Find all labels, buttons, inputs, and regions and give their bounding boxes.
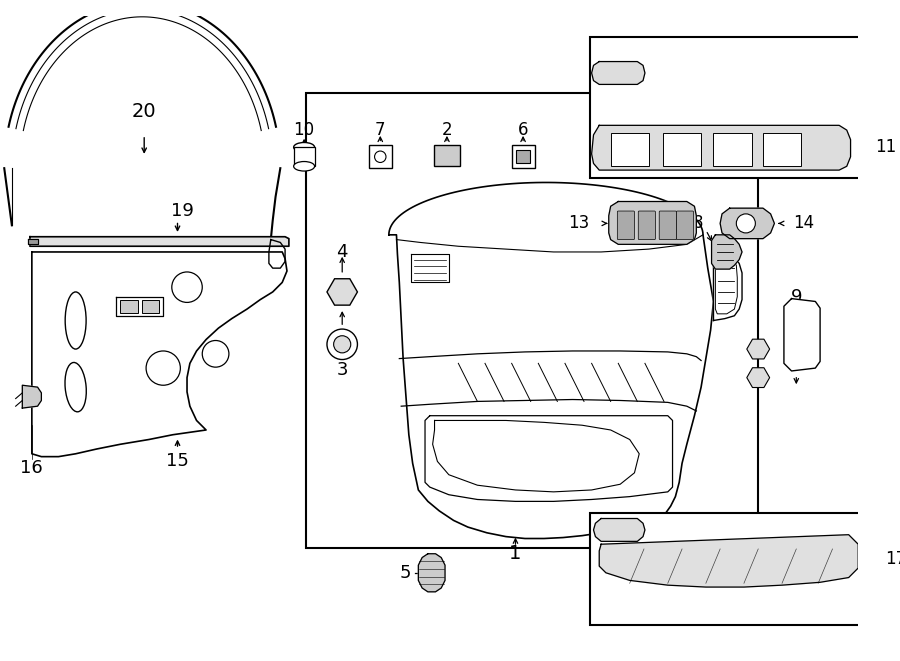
Bar — [590, 513, 893, 625]
Polygon shape — [599, 535, 859, 587]
FancyBboxPatch shape — [512, 145, 535, 168]
FancyBboxPatch shape — [659, 211, 676, 239]
Circle shape — [202, 340, 229, 367]
Text: 8: 8 — [693, 214, 704, 233]
FancyBboxPatch shape — [611, 133, 649, 167]
FancyBboxPatch shape — [676, 211, 694, 239]
Text: 20: 20 — [132, 102, 157, 120]
Polygon shape — [714, 252, 742, 321]
FancyBboxPatch shape — [617, 211, 634, 239]
Polygon shape — [784, 299, 820, 371]
FancyBboxPatch shape — [638, 211, 655, 239]
Text: 12: 12 — [672, 64, 694, 82]
Text: 6: 6 — [518, 121, 528, 139]
Text: 1: 1 — [509, 544, 522, 563]
Text: 13: 13 — [569, 214, 590, 233]
Text: 15: 15 — [166, 452, 189, 471]
Text: 2: 2 — [442, 121, 452, 139]
Text: 17: 17 — [885, 549, 900, 568]
Text: 4: 4 — [337, 243, 348, 261]
Polygon shape — [389, 182, 714, 539]
Text: 10: 10 — [293, 121, 315, 139]
Ellipse shape — [293, 161, 315, 171]
Polygon shape — [30, 237, 289, 247]
Text: 7: 7 — [375, 121, 385, 139]
FancyBboxPatch shape — [142, 299, 159, 313]
Circle shape — [374, 151, 386, 163]
Polygon shape — [712, 235, 742, 269]
FancyBboxPatch shape — [517, 150, 530, 163]
Text: 16: 16 — [21, 459, 43, 477]
Text: 9: 9 — [790, 288, 802, 305]
Circle shape — [327, 329, 357, 360]
Polygon shape — [32, 252, 287, 457]
Polygon shape — [28, 239, 38, 245]
FancyBboxPatch shape — [369, 145, 392, 168]
Polygon shape — [269, 239, 285, 268]
Polygon shape — [593, 518, 645, 541]
FancyBboxPatch shape — [663, 133, 701, 167]
Bar — [590, 37, 870, 178]
Circle shape — [146, 351, 180, 385]
Ellipse shape — [293, 143, 315, 152]
Polygon shape — [591, 126, 850, 170]
Polygon shape — [720, 208, 774, 239]
Text: 11: 11 — [876, 138, 896, 156]
Bar — [306, 93, 758, 548]
Text: 14: 14 — [794, 214, 814, 233]
Circle shape — [736, 214, 755, 233]
FancyBboxPatch shape — [714, 133, 752, 167]
Text: 3: 3 — [337, 361, 348, 379]
Polygon shape — [591, 61, 645, 85]
Polygon shape — [608, 202, 697, 245]
Ellipse shape — [65, 292, 86, 349]
FancyBboxPatch shape — [293, 147, 315, 167]
Polygon shape — [418, 554, 445, 592]
FancyBboxPatch shape — [121, 299, 138, 313]
Text: 19: 19 — [171, 202, 194, 220]
Circle shape — [172, 272, 202, 303]
Ellipse shape — [65, 362, 86, 412]
FancyBboxPatch shape — [434, 145, 460, 167]
Circle shape — [334, 336, 351, 353]
Polygon shape — [22, 385, 41, 408]
FancyBboxPatch shape — [763, 133, 801, 167]
Text: 5: 5 — [400, 564, 410, 582]
Polygon shape — [425, 416, 672, 502]
Text: 18: 18 — [663, 518, 684, 536]
